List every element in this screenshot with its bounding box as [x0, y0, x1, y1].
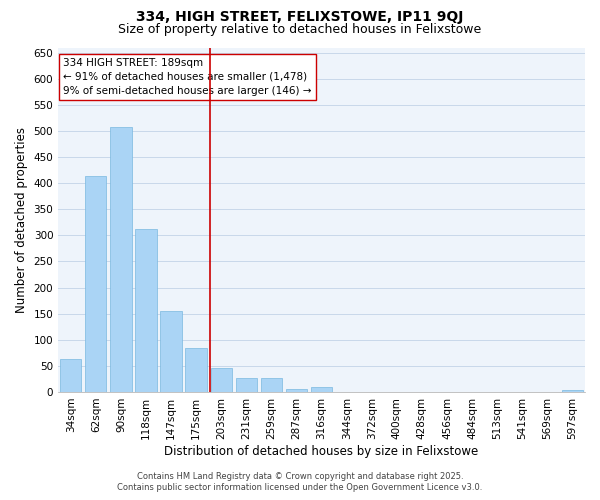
Bar [236, 378, 257, 392]
Bar [110, 128, 131, 392]
Bar [562, 390, 583, 392]
Bar [286, 390, 307, 392]
Text: 334 HIGH STREET: 189sqm
← 91% of detached houses are smaller (1,478)
9% of semi-: 334 HIGH STREET: 189sqm ← 91% of detache… [64, 58, 312, 96]
Text: Contains HM Land Registry data © Crown copyright and database right 2025.
Contai: Contains HM Land Registry data © Crown c… [118, 472, 482, 492]
Bar [211, 368, 232, 392]
X-axis label: Distribution of detached houses by size in Felixstowe: Distribution of detached houses by size … [164, 444, 479, 458]
Y-axis label: Number of detached properties: Number of detached properties [15, 126, 28, 312]
Bar [136, 228, 157, 392]
Bar [311, 386, 332, 392]
Bar [60, 359, 82, 392]
Bar [261, 378, 282, 392]
Text: 334, HIGH STREET, FELIXSTOWE, IP11 9QJ: 334, HIGH STREET, FELIXSTOWE, IP11 9QJ [136, 10, 464, 24]
Bar [85, 176, 106, 392]
Text: Size of property relative to detached houses in Felixstowe: Size of property relative to detached ho… [118, 22, 482, 36]
Bar [160, 310, 182, 392]
Bar [185, 348, 207, 392]
